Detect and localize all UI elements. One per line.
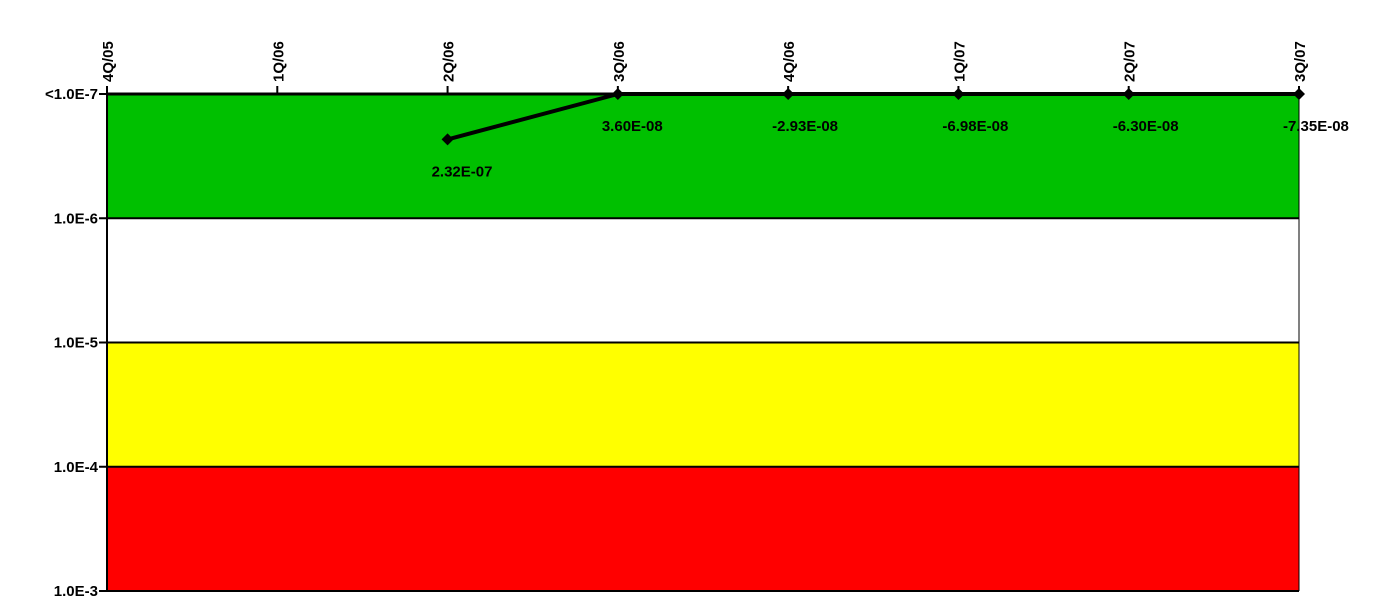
y-tick-label-1: 1.0E-6 [54, 210, 98, 227]
series-point-3 [952, 88, 965, 100]
data-label-1: 3.60E-08 [602, 118, 663, 135]
x-tick-label-3: 3Q/06 [611, 41, 628, 82]
data-label-4: -6.30E-08 [1113, 118, 1179, 135]
x-tick-label-1: 1Q/06 [270, 41, 287, 82]
x-tick-label-7: 3Q/07 [1292, 41, 1309, 82]
data-label-0: 2.32E-07 [432, 163, 493, 180]
series-point-1 [611, 88, 624, 100]
data-label-5: -7.35E-08 [1283, 118, 1349, 135]
series-point-2 [782, 88, 795, 100]
x-tick-label-0: 4Q/05 [100, 41, 117, 82]
series-layer [441, 88, 1305, 146]
band-3 [107, 466, 1299, 591]
band-2 [107, 342, 1299, 467]
band-0 [107, 94, 1299, 219]
y-tick-label-3: 1.0E-4 [54, 459, 99, 476]
y-tick-label-4: 1.0E-3 [54, 583, 98, 600]
y-tick-label-2: 1.0E-5 [54, 335, 98, 352]
series-point-0 [441, 133, 454, 146]
data-label-2: -2.93E-08 [772, 118, 838, 135]
bands-layer [107, 94, 1299, 591]
series-point-5 [1293, 88, 1305, 100]
y-tick-label-0: <1.0E-7 [45, 86, 98, 103]
series-point-4 [1122, 88, 1135, 100]
series-line-0 [447, 92, 1299, 142]
band-1 [107, 218, 1299, 343]
data-label-3: -6.98E-08 [942, 118, 1008, 135]
labels-layer: 2.32E-07 3.60E-08 -2.93E-08 -6.98E-08 -6.30E… [432, 118, 1349, 180]
x-tick-label-4: 4Q/06 [781, 41, 798, 82]
x-tick-label-5: 1Q/07 [951, 41, 968, 82]
x-tick-label-6: 2Q/07 [1122, 41, 1139, 82]
x-tick-label-2: 2Q/06 [441, 41, 458, 82]
